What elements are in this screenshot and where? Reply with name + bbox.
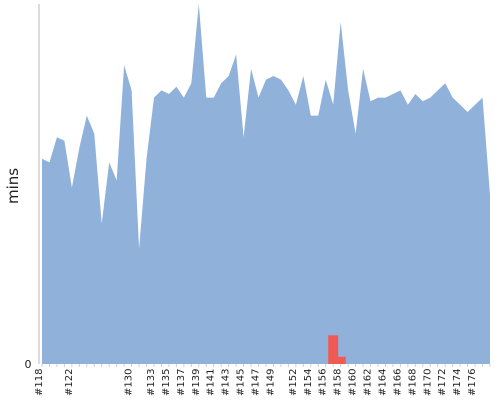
- x-tick-label: #118: [34, 369, 45, 396]
- x-tick-label: #170: [422, 369, 433, 396]
- x-tick-label: #147: [251, 369, 262, 396]
- x-tick-label: #143: [221, 369, 232, 396]
- x-tick-label: #158: [333, 369, 344, 396]
- x-tick-label: #133: [146, 369, 157, 396]
- x-tick-label: #135: [161, 369, 172, 396]
- x-tick-label: #122: [64, 369, 75, 396]
- y-axis-label: mins: [4, 168, 22, 204]
- plot-area: [42, 4, 490, 364]
- x-tick-label: #166: [392, 369, 403, 396]
- highlight-segment: [335, 356, 346, 364]
- x-tick-label: #149: [265, 369, 276, 396]
- x-tick-label: #164: [377, 369, 388, 396]
- x-tick-label: #139: [191, 369, 202, 396]
- x-tick-label: #162: [363, 369, 374, 396]
- x-tick-label: #168: [407, 369, 418, 396]
- x-tick-label: #176: [467, 369, 478, 396]
- x-tick-label: #156: [318, 369, 329, 396]
- x-tick-labels: #118 #122 #130 #133 #135 #137 #139 #141 #143 #145…: [34, 364, 491, 396]
- x-tick-label: #152: [288, 369, 299, 396]
- x-tick-label: #137: [176, 369, 187, 396]
- x-tick-label: #141: [206, 369, 217, 396]
- x-tick-label: #130: [124, 369, 135, 396]
- x-tick-label: #160: [348, 369, 359, 396]
- x-tick-label: #172: [437, 369, 448, 396]
- x-tick-label: #174: [452, 369, 463, 396]
- area-series: [42, 4, 490, 364]
- y-tick-label: 0: [25, 358, 32, 371]
- x-tick-label: #154: [303, 369, 314, 396]
- x-tick-label: #145: [236, 369, 247, 396]
